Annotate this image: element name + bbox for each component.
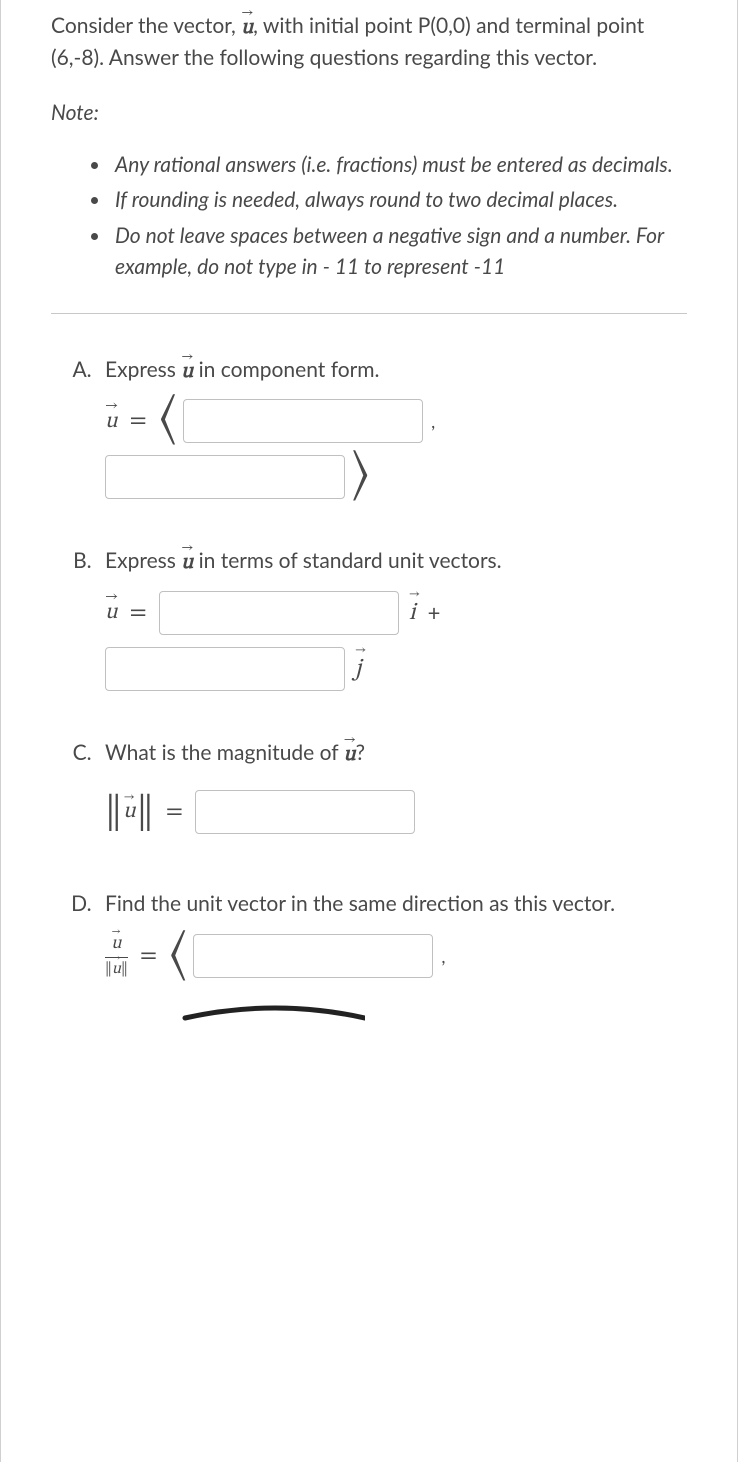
qB-input-j[interactable]	[105, 647, 345, 691]
arrow-icon: →	[181, 351, 193, 364]
qC-prompt-p2: ?	[356, 740, 365, 765]
arrow-icon: →	[123, 788, 136, 806]
equals-sign: =	[130, 403, 147, 439]
question-d: Find the unit vector in the same directi…	[97, 888, 687, 1019]
u-vector-symbol: →u	[241, 17, 253, 38]
fraction-u-over-norm: →u ‖→u‖	[105, 934, 128, 980]
equals-sign: =	[130, 595, 147, 631]
arrow-icon: →	[344, 734, 356, 747]
arrow-icon: →	[112, 954, 121, 965]
fraction-numerator: →u	[109, 934, 123, 956]
qB-prompt-p2: in terms of standard unit vectors.	[193, 548, 501, 573]
left-angle-bracket: ⟨	[159, 399, 177, 442]
j-hat-symbol: →j	[355, 651, 361, 687]
qD-row1: →u ‖→u‖ = ⟨ ,	[105, 934, 687, 980]
j-letter: j	[355, 657, 361, 681]
question-b: Express →u in terms of standard unit vec…	[97, 545, 687, 691]
note-item: Do not leave spaces between a negative s…	[111, 220, 687, 283]
u-vector-symbol: →u	[181, 552, 193, 573]
right-angle-bracket: ⟩	[351, 455, 369, 498]
note-label: Note:	[51, 97, 687, 129]
qA-row1: →u = ⟨ ,	[105, 399, 687, 443]
equals-sign: =	[166, 794, 183, 830]
comma: ,	[441, 943, 445, 970]
arrow-icon: →	[109, 926, 123, 938]
qA-prompt-p1: Express	[105, 357, 181, 382]
i-hat-symbol: →i	[409, 595, 416, 631]
comma: ,	[431, 408, 435, 435]
qA-prompt-p2: in component form.	[193, 357, 379, 382]
qB-row2: →j	[105, 647, 687, 691]
qB-prompt-p1: Express	[105, 548, 181, 573]
left-angle-bracket: ⟨	[169, 935, 187, 978]
u-vector-symbol: →u	[123, 796, 136, 829]
bottom-curve	[105, 999, 687, 1019]
divider	[51, 313, 687, 314]
arrow-icon: →	[105, 396, 118, 417]
question-c: What is the magnitude of →u? ‖→u‖ =	[97, 737, 687, 843]
arrow-icon: →	[181, 542, 193, 555]
note-item: Any rational answers (i.e. fractions) mu…	[111, 149, 687, 181]
qA-row2: ⟩	[105, 455, 687, 499]
plus-sign: +	[428, 596, 441, 629]
qD-input-x[interactable]	[193, 934, 433, 978]
u-vector-symbol: →u	[105, 595, 118, 630]
fraction-denominator: ‖→u‖	[105, 960, 128, 979]
intro-part1: Consider the vector,	[51, 13, 241, 38]
i-letter: i	[409, 601, 416, 625]
equals-sign: =	[140, 938, 157, 974]
qA-input-y[interactable]	[105, 455, 345, 499]
qB-row1: →u = →i +	[105, 591, 687, 635]
qC-row: ‖→u‖ =	[105, 782, 687, 842]
question-container: Consider the vector, →u, with initial po…	[0, 0, 738, 1462]
u-vector-symbol: →u	[105, 404, 118, 439]
curve-icon	[105, 1004, 365, 1022]
note-item: If rounding is needed, always round to t…	[111, 184, 687, 216]
arrow-icon: →	[241, 7, 253, 20]
arrow-icon: →	[105, 587, 118, 608]
qB-input-i[interactable]	[159, 591, 399, 635]
norm-symbol: ‖→u‖	[105, 782, 154, 842]
u-vector-symbol: →u	[344, 744, 356, 765]
arrow-icon: →	[409, 585, 416, 603]
qA-input-x[interactable]	[183, 399, 423, 443]
arrow-icon: →	[355, 641, 361, 659]
notes-list: Any rational answers (i.e. fractions) mu…	[51, 149, 687, 283]
question-a: Express →u in component form. →u = ⟨ , ⟩	[97, 354, 687, 500]
intro-text: Consider the vector, →u, with initial po…	[51, 10, 687, 73]
qC-input-magnitude[interactable]	[195, 790, 415, 834]
u-vector-symbol: →u	[181, 361, 193, 382]
question-list: Express →u in component form. →u = ⟨ , ⟩…	[51, 354, 687, 1020]
qD-prompt: Find the unit vector in the same directi…	[105, 891, 615, 916]
qC-prompt-p1: What is the magnitude of	[105, 740, 344, 765]
